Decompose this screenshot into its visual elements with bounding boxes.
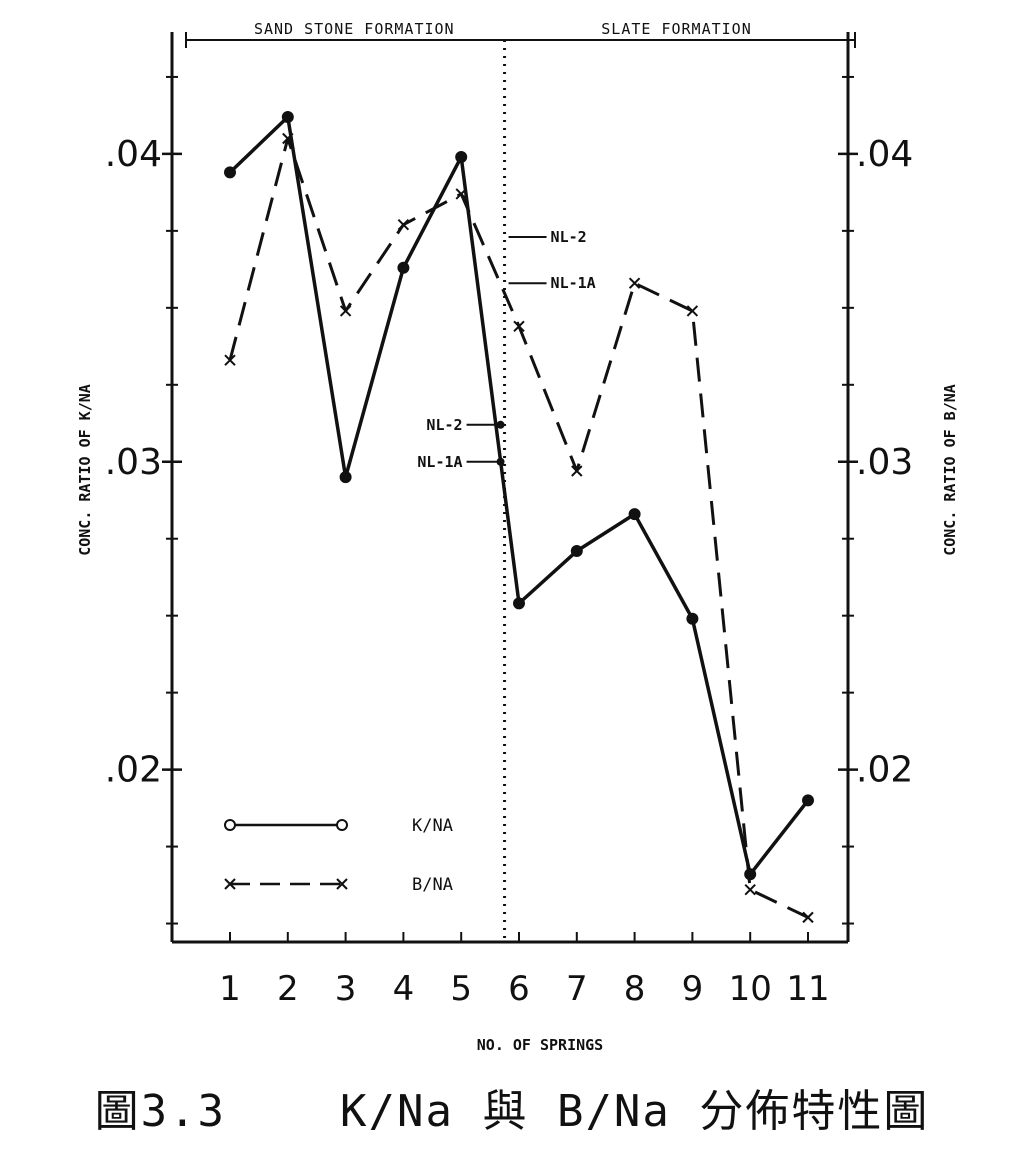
data-point-b-na	[397, 219, 410, 231]
y-tick-label-left: .03	[105, 442, 162, 483]
data-point-b-na	[571, 465, 583, 477]
series-line-b-na	[228, 137, 809, 919]
x-tick-label: 9	[682, 969, 704, 1009]
x-marker-stroke	[224, 878, 236, 890]
figure-caption: 圖3.3 K/Na 與 B/Na 分佈特性圖	[94, 1086, 930, 1137]
plot-frame	[170, 32, 856, 944]
data-point-k-na	[339, 471, 352, 484]
x-marker-stroke	[224, 354, 236, 366]
series-layer	[224, 110, 814, 924]
annotation-label: NL-1A	[551, 274, 596, 292]
x-tick-label: 3	[335, 969, 357, 1009]
y-axis-label-right: CONC. RATIO OF B/NA	[941, 384, 959, 556]
formation-regions: SAND STONE FORMATION SLATE FORMATION	[254, 20, 751, 942]
x-tick-label: 4	[393, 969, 415, 1009]
data-point-k-na	[397, 261, 410, 274]
x-tick-label: 6	[508, 969, 530, 1009]
x-tick-label: 10	[729, 969, 772, 1009]
data-point-b-na	[224, 354, 236, 366]
x-tick-label: 5	[450, 969, 472, 1009]
region-label-1: SAND STONE FORMATION	[254, 20, 455, 38]
data-point-b-na	[802, 911, 814, 924]
legend-item-b-na: B/NA	[224, 875, 453, 895]
legend-marker	[336, 819, 348, 831]
x-axis: 1 2 3 4 5 6 7 8 9 10 11	[219, 932, 830, 1009]
data-point-b-na	[455, 188, 467, 200]
series-line-k-na	[228, 115, 810, 877]
y-axes: .02 .02 .03 .03 .04 .04	[105, 75, 913, 925]
x-marker-stroke	[628, 277, 641, 289]
annotation-label: NL-2	[551, 228, 587, 246]
data-point-k-na	[686, 612, 699, 625]
annotation-dot	[496, 457, 505, 466]
data-point-b-na	[282, 132, 294, 145]
annotation-label: NL-1A	[417, 453, 462, 471]
x-marker-stroke	[513, 320, 525, 333]
x-tick-label: 1	[219, 969, 241, 1009]
legend-item-k-na: K/NA	[224, 816, 453, 836]
data-point-k-na	[802, 794, 814, 807]
region-label-2: SLATE FORMATION	[601, 20, 751, 38]
x-marker-stroke	[744, 883, 756, 896]
y-tick-label-right: .04	[856, 134, 913, 175]
legend: K/NA B/NA	[224, 816, 453, 895]
x-marker-stroke	[802, 911, 814, 924]
x-marker-stroke	[571, 465, 583, 477]
data-point-b-na	[628, 277, 641, 289]
y-tick-label-right: .02	[856, 750, 913, 791]
data-point-b-na	[686, 305, 699, 317]
annotations: NL-2 NL-1A NL-2 NL-1A	[417, 228, 595, 471]
data-point-k-na	[513, 597, 525, 610]
x-tick-label: 2	[277, 969, 299, 1009]
x-marker-stroke	[282, 132, 294, 145]
x-marker-stroke	[397, 219, 410, 231]
data-point-k-na	[628, 508, 641, 521]
x-tick-label: 11	[786, 969, 829, 1009]
legend-marker	[224, 819, 236, 831]
legend-label: B/NA	[412, 875, 453, 895]
y-tick-label-right: .03	[856, 442, 913, 483]
data-point-k-na	[455, 150, 468, 163]
x-tick-label: 7	[566, 969, 588, 1009]
x-marker-stroke	[686, 305, 699, 317]
data-point-b-na	[744, 883, 756, 896]
annotation-label: NL-2	[426, 416, 462, 434]
y-axis-label-left: CONC. RATIO OF K/NA	[76, 384, 94, 556]
data-point-k-na	[570, 545, 583, 558]
x-tick-label: 8	[624, 969, 646, 1009]
x-marker-stroke	[339, 305, 352, 317]
x-marker-stroke	[455, 188, 467, 200]
data-point-b-na	[339, 305, 352, 317]
annotation-dot	[496, 420, 505, 429]
legend-marker	[224, 878, 236, 890]
y-tick-label-left: .02	[105, 750, 162, 791]
x-axis-label: NO. OF SPRINGS	[477, 1036, 603, 1054]
x-marker-stroke	[336, 878, 348, 890]
legend-label: K/NA	[412, 816, 453, 836]
legend-marker	[336, 878, 348, 890]
y-tick-label-left: .04	[105, 134, 162, 175]
data-point-b-na	[513, 320, 525, 333]
data-point-k-na	[281, 110, 294, 123]
data-point-k-na	[224, 166, 236, 179]
